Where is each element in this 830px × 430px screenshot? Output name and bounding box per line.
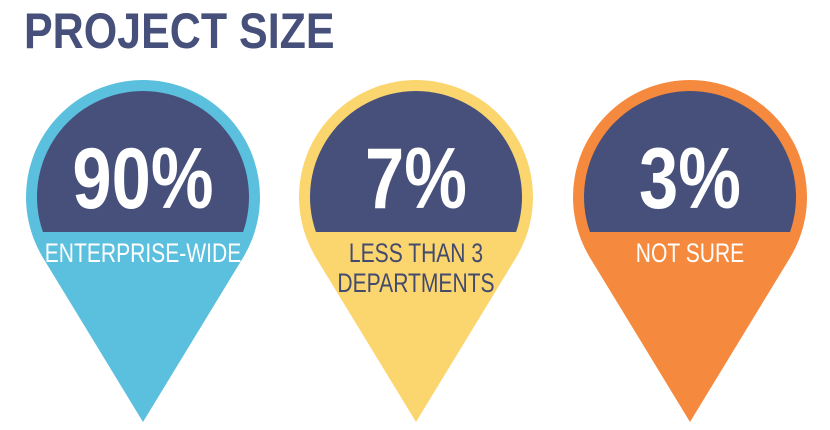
- pin-value: 90%: [72, 130, 213, 226]
- pin-2: 3% NOT SURE: [573, 79, 807, 422]
- pin-cap: [584, 91, 796, 232]
- pin-cap: [37, 91, 250, 232]
- pin-label: DEPARTMENTS: [337, 269, 494, 299]
- page-title: PROJECT SIZE: [24, 3, 335, 59]
- pin-value: 3%: [639, 130, 741, 226]
- pin-label: ENTERPRISE-WIDE: [45, 239, 242, 269]
- pin-0: 90% ENTERPRISE-WIDE: [26, 80, 261, 422]
- pin-label: NOT SURE: [636, 239, 744, 269]
- pin-value: 7%: [365, 130, 467, 226]
- pin-cap: [310, 91, 522, 232]
- pin-label: LESS THAN 3: [349, 239, 483, 269]
